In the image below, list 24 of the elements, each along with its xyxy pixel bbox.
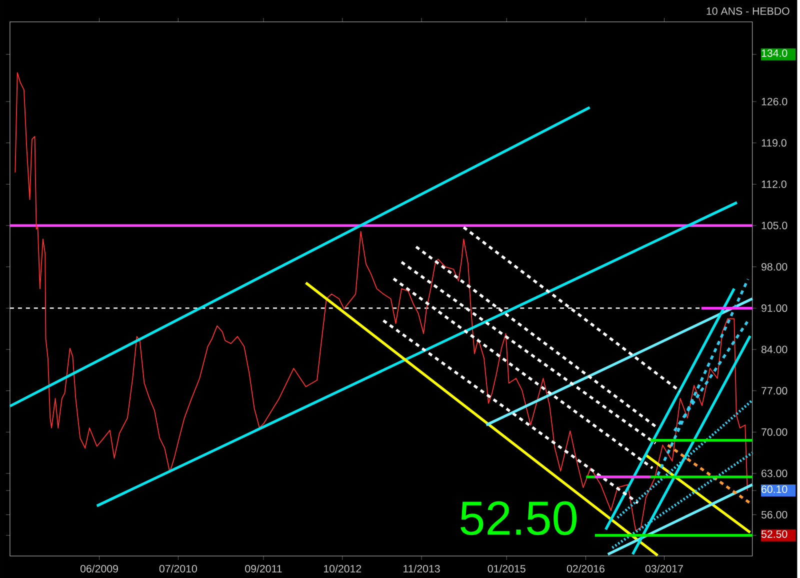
- y-tick-label: 105.0: [762, 222, 788, 230]
- y-tick-label: 98.00: [762, 263, 788, 271]
- y-tick-label: 91.00: [762, 304, 788, 312]
- y-tick-label: 56.00: [761, 510, 788, 518]
- y-tick-label: 126.0: [762, 98, 788, 106]
- y-tick-label: 77.00: [762, 387, 788, 395]
- x-tick-label: 06/2009: [80, 564, 118, 573]
- y-tick-label: 112.0: [762, 180, 786, 188]
- y-tick-label: 52.50: [761, 530, 788, 538]
- x-tick-label: 11/2013: [404, 564, 440, 573]
- y-tick-label: 60.10: [762, 486, 788, 494]
- y-tick-label: 84.00: [761, 346, 788, 354]
- x-tick-label: 10/2012: [324, 564, 362, 573]
- x-tick-label: 03/2017: [645, 564, 683, 573]
- x-tick-label: 02/2016: [566, 564, 604, 573]
- y-tick-label: 70.00: [762, 428, 788, 436]
- chart-subtitle: 10 ANS - HEBDO: [706, 7, 790, 15]
- annotation: 52.50: [460, 501, 576, 536]
- x-tick-label: 07/2010: [159, 564, 197, 573]
- x-tick-label: 09/2011: [245, 564, 282, 573]
- y-tick-label: 63.00: [762, 470, 788, 478]
- y-tick-label: 134.0: [762, 49, 788, 57]
- y-tick-label: 119.0: [762, 139, 786, 147]
- x-tick-label: 01/2015: [488, 564, 526, 573]
